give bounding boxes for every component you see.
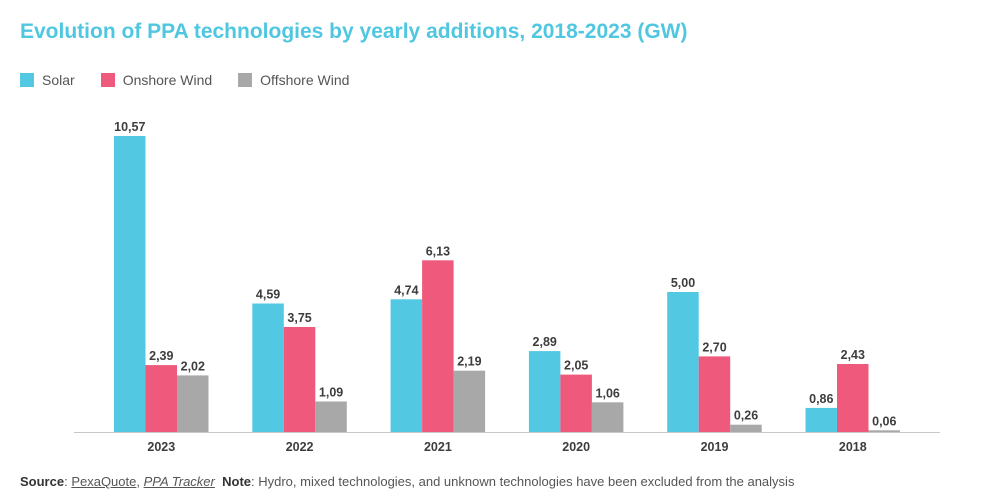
data-label-onshore-wind-2023: 2,39: [149, 349, 173, 363]
legend-swatch-onshore-wind: [100, 73, 115, 87]
source-link-pexaquote[interactable]: PexaQuote: [71, 474, 137, 489]
note-label: Note: [222, 474, 251, 489]
bar-offshore-wind-2021: [453, 370, 486, 432]
data-label-offshore-wind-2023: 2,02: [181, 359, 205, 373]
data-label-solar-2018: 0,86: [809, 392, 833, 406]
source-link-ppa-tracker[interactable]: PPA Tracker: [143, 474, 215, 489]
data-label-solar-2023: 10,57: [114, 120, 145, 134]
bar-onshore-wind-2023: [145, 365, 177, 432]
data-label-onshore-wind-2018: 2,43: [841, 348, 865, 362]
data-label-offshore-wind-2021: 2,19: [457, 355, 481, 369]
data-label-onshore-wind-2020: 2,05: [564, 359, 588, 373]
legend-item-solar: Solar: [20, 72, 75, 88]
bar-offshore-wind-2022: [315, 401, 347, 432]
x-tick-label-2019: 2019: [701, 440, 729, 454]
bar-onshore-wind-2020: [560, 374, 592, 432]
data-label-onshore-wind-2021: 6,13: [426, 244, 450, 258]
x-tick-label-2023: 2023: [147, 440, 175, 454]
bar-solar-2023: [114, 136, 146, 432]
source-comma: ,: [136, 474, 144, 489]
chart-footer: Source: PexaQuote, PPA Tracker Note: Hyd…: [20, 474, 794, 489]
legend-item-offshore-wind: Offshore Wind: [238, 72, 349, 88]
legend-item-onshore-wind: Onshore Wind: [100, 72, 213, 88]
data-label-solar-2021: 4,74: [394, 283, 418, 297]
bar-solar-2021: [390, 299, 423, 432]
bar-onshore-wind-2022: [283, 327, 316, 432]
bar-onshore-wind-2021: [422, 260, 454, 432]
source-separator: :: [64, 474, 72, 489]
data-label-offshore-wind-2019: 0,26: [734, 409, 758, 423]
bar-solar-2019: [667, 292, 699, 432]
bar-solar-2020: [528, 351, 561, 432]
legend-swatch-solar: [20, 73, 34, 87]
legend-label-offshore-wind: Offshore Wind: [260, 72, 350, 88]
data-label-offshore-wind-2022: 1,09: [319, 386, 343, 400]
legend-label-solar: Solar: [42, 72, 75, 88]
legend-label-onshore-wind: Onshore Wind: [122, 72, 213, 88]
bar-offshore-wind-2018: [868, 430, 900, 432]
bar-onshore-wind-2019: [698, 356, 731, 432]
data-label-offshore-wind-2020: 1,06: [596, 386, 620, 400]
x-tick-label-2020: 2020: [562, 440, 590, 454]
bar-offshore-wind-2020: [591, 402, 624, 432]
source-label: Source: [20, 474, 65, 489]
chart-legend: Solar Onshore Wind Offshore Wind: [20, 72, 375, 88]
data-label-solar-2020: 2,89: [533, 335, 557, 349]
data-label-solar-2019: 5,00: [671, 276, 695, 290]
data-label-onshore-wind-2019: 2,70: [702, 340, 726, 354]
legend-swatch-offshore-wind: [238, 73, 253, 87]
bar-onshore-wind-2018: [837, 364, 869, 432]
data-label-offshore-wind-2018: 0,06: [872, 414, 896, 428]
bar-solar-2018: [805, 407, 837, 432]
chart-title: Evolution of PPA technologies by yearly …: [20, 20, 688, 43]
bar-offshore-wind-2023: [177, 375, 209, 432]
x-tick-label-2021: 2021: [424, 440, 452, 454]
data-label-solar-2022: 4,59: [256, 288, 280, 302]
data-label-onshore-wind-2022: 3,75: [287, 311, 311, 325]
x-tick-label-2018: 2018: [839, 440, 867, 454]
note-text: : Hydro, mixed technologies, and unknown…: [251, 474, 795, 489]
bar-offshore-wind-2019: [730, 424, 762, 432]
bar-chart: 10,57 2,39 2,02 2023 4,59 3,75 1,09 2022 4,74 6,1…: [74, 120, 940, 454]
bar-solar-2022: [252, 303, 284, 432]
x-tick-label-2022: 2022: [286, 440, 314, 454]
